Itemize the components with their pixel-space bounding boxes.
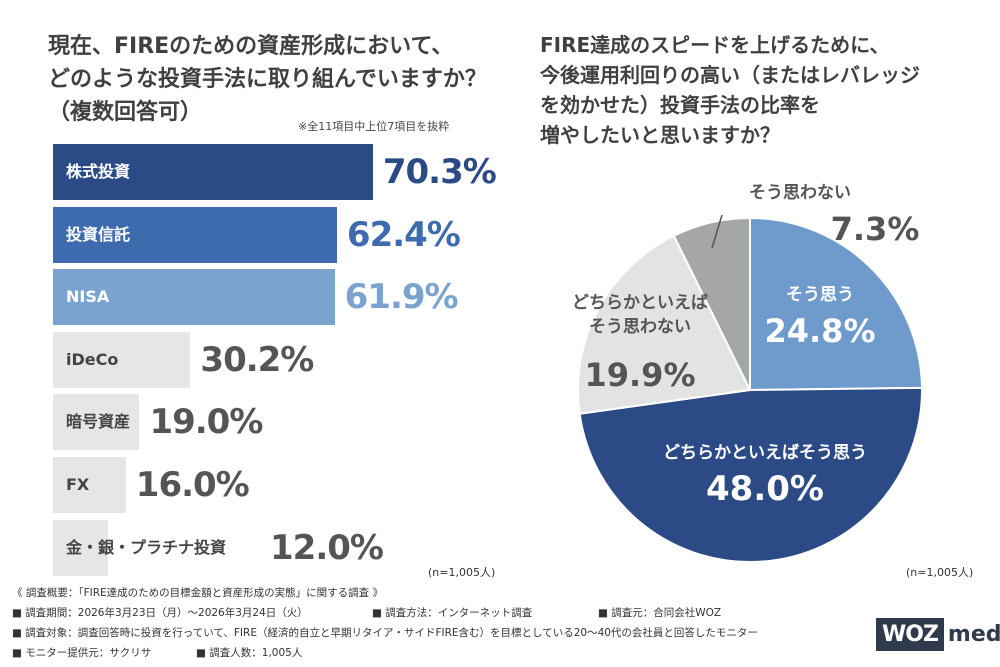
- pie-slice-3: [672, 216, 751, 391]
- pie-chart: [577, 216, 923, 563]
- logo-text: media: [947, 621, 1000, 647]
- bar-1: [53, 206, 337, 263]
- left-chart-title: 現在、FIREのための資産形成において、 どのような投資手法に取り組んでいますか…: [48, 30, 487, 129]
- bar-label-4: 暗号資産: [66, 412, 131, 432]
- left-title-line-2: どのような投資手法に取り組んでいますか？: [48, 67, 487, 92]
- bar-label-6: 金・銀・プラチナ投資: [66, 537, 227, 557]
- bar-0: [53, 144, 373, 200]
- left-sample-size: (n=1,005人): [428, 566, 496, 579]
- left-title-line-1: 現在、FIREのための資産形成において、: [48, 34, 454, 59]
- footer-title: 《 調査概要：「FIRE達成のための目標金額と資産形成の実態」に関する調査 》: [12, 587, 383, 599]
- bar-4: [53, 394, 140, 451]
- footer-target: ■ 調査対象：調査回答時に投資を行っていて、FIRE（経済的自立と早期リタイア・…: [12, 627, 758, 639]
- left-chart-note: ※全11項目中上位7項目を抜粋: [298, 120, 450, 133]
- bar-6: [53, 519, 108, 576]
- bar-value-6: 12.0%: [270, 527, 384, 568]
- bar-label-2: NISA: [66, 287, 110, 307]
- pie-slice-0: [749, 216, 923, 392]
- right-title-line-2: 今後運用利回りの高い（またはレバレッジ: [540, 63, 920, 87]
- bar-2: [53, 269, 335, 326]
- right-title-line-3: を効かせた）投資手法の比率を: [540, 93, 820, 117]
- right-title-line-1: FIRE達成のスピードを上げるために、: [540, 33, 890, 57]
- bar-value-1: 62.4%: [346, 214, 461, 255]
- right-chart-title: FIRE達成のスピードを上げるために、 今後運用利回りの高い（またはレバレッジ …: [540, 30, 920, 150]
- bar-label-0: 株式投資: [66, 162, 131, 181]
- pie-slice-2: [577, 234, 752, 415]
- footer-method: ■ 調査方法：インターネット調査: [372, 607, 533, 619]
- footer-count: ■ 調査人数：1,005人: [196, 647, 303, 659]
- footer-source: ■ 調査元：合同会社WOZ: [598, 607, 722, 619]
- bar-label-3: iDeCo: [66, 349, 119, 369]
- bar-value-0: 70.3%: [382, 152, 497, 192]
- pie-slice-1: [578, 386, 923, 563]
- woz-media-logo: WOZ media: [876, 612, 1000, 656]
- bar-5: [53, 457, 126, 513]
- bar-value-5: 16.0%: [135, 465, 250, 505]
- footer-provider: ■ モニター提供元：サクリサ: [12, 647, 152, 659]
- logo-mark: WOZ: [876, 617, 944, 651]
- footer-period: ■ 調査期間：2026年3月23日（月）～2026年3月24日（火）: [12, 607, 308, 619]
- bar-value-4: 19.0%: [149, 402, 263, 443]
- survey-footer: 《 調査概要：「FIRE達成のための目標金額と資産形成の実態」に関する調査 》 …: [0, 583, 1000, 667]
- right-sample-size: (n=1,005人): [906, 566, 974, 579]
- right-title-line-4: 増やしたいと思いますか？: [540, 123, 780, 147]
- bar-value-3: 30.2%: [200, 339, 314, 380]
- bar-3: [53, 331, 191, 388]
- bar-value-2: 61.9%: [344, 277, 459, 318]
- bar-label-1: 投資信託: [66, 224, 131, 244]
- left-title-line-3: （複数回答可）: [48, 100, 203, 125]
- bar-label-5: FX: [66, 475, 90, 494]
